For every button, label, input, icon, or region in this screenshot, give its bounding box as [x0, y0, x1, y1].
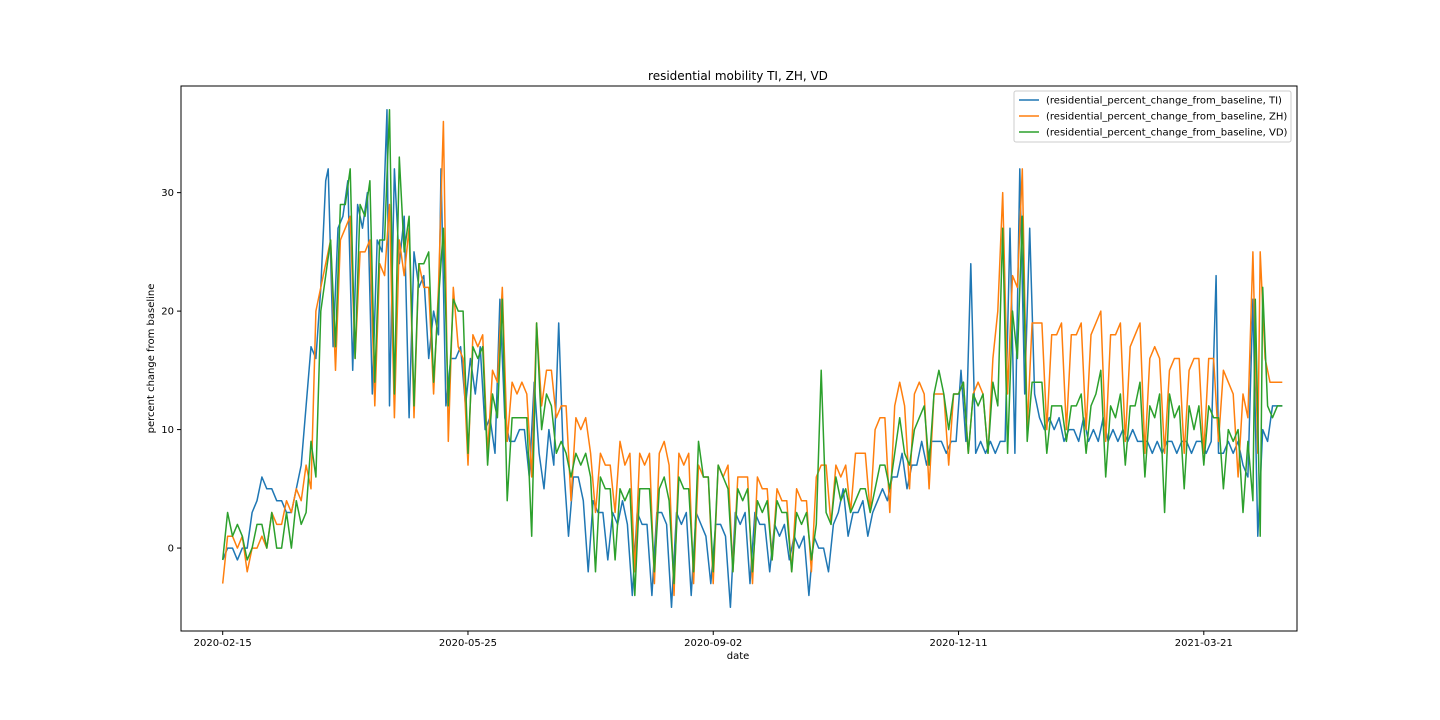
x-tick-label-0: 2020-02-15: [194, 638, 252, 649]
chart-title: residential mobility TI, ZH, VD: [648, 69, 828, 83]
series-line-0: [222, 108, 1283, 609]
y-axis: 0 10 20 30: [161, 188, 181, 555]
series-line-1: [221, 120, 1283, 597]
legend: (residential_percent_change_from_baselin…: [1013, 90, 1292, 143]
x-tick-label-3: 2020-12-11: [929, 638, 987, 649]
y-axis-label: percent change from baseline: [146, 284, 157, 434]
legend-label-2: (residential_percent_change_from_baselin…: [1046, 128, 1288, 139]
y-tick-label-0: 0: [168, 544, 174, 555]
plot-frame: [180, 85, 1298, 632]
x-axis-label: date: [727, 651, 750, 662]
legend-label-1: (residential_percent_change_from_baselin…: [1046, 112, 1287, 123]
y-tick-label-1: 10: [161, 425, 174, 436]
legend-label-0: (residential_percent_change_from_baselin…: [1046, 96, 1282, 107]
y-tick-label-2: 20: [161, 307, 174, 318]
plot-lines: [221, 108, 1283, 609]
series-line-2: [221, 108, 1283, 597]
x-tick-label-4: 2021-03-21: [1175, 638, 1233, 649]
x-tick-label-1: 2020-05-25: [439, 638, 497, 649]
y-tick-label-3: 30: [161, 188, 174, 199]
x-tick-label-2: 2020-09-02: [684, 638, 742, 649]
legend-box: [1013, 90, 1292, 143]
x-axis: 2020-02-15 2020-05-25 2020-09-02 2020-12-11…: [194, 631, 1233, 649]
